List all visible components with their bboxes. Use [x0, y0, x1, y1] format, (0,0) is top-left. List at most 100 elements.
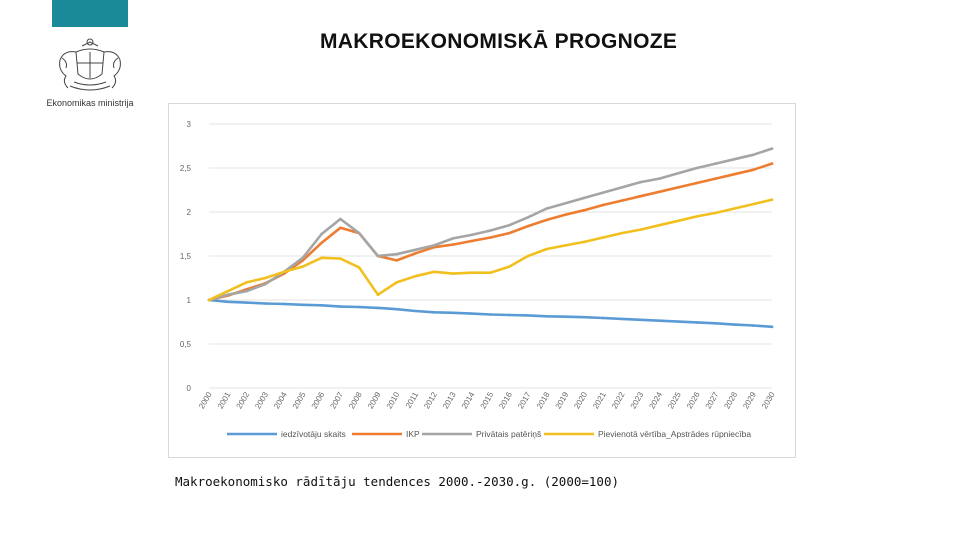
- legend-label: Pievienotā vērtība_Apstrādes rūpniecība: [598, 429, 751, 439]
- data-point: [620, 317, 624, 321]
- data-point: [357, 305, 361, 309]
- data-point: [470, 312, 474, 315]
- data-point: [564, 244, 567, 247]
- data-point: [545, 218, 549, 222]
- y-tick-label: 2: [187, 208, 192, 217]
- data-point: [245, 289, 248, 293]
- data-point: [395, 307, 398, 311]
- x-tick-label: 2030: [760, 390, 777, 410]
- x-tick-label: 2015: [479, 390, 496, 410]
- data-point: [451, 243, 455, 246]
- data-point: [264, 282, 267, 286]
- chart-canvas: 00,511,522,53 2000 2001 2002 2003 2004 2005 20…: [180, 120, 777, 439]
- data-point: [714, 177, 717, 180]
- data-point: [451, 272, 455, 275]
- coat-of-arms-icon: [59, 38, 121, 91]
- data-point: [526, 254, 530, 258]
- data-point: [770, 147, 774, 150]
- data-point: [414, 309, 417, 313]
- data-point: [695, 321, 699, 324]
- x-tick-label: 2023: [629, 390, 646, 410]
- data-point: [526, 224, 530, 228]
- data-point: [714, 162, 717, 165]
- data-point: [714, 322, 717, 325]
- data-point: [301, 265, 305, 268]
- y-tick-label: 0: [187, 384, 192, 393]
- data-point: [751, 324, 755, 327]
- x-tick-label: 2000: [197, 390, 214, 410]
- x-tick-label: 2024: [647, 390, 664, 410]
- y-tick-label: 1: [187, 296, 192, 305]
- data-point: [695, 181, 699, 185]
- data-point: [226, 300, 230, 304]
- data-point: [376, 306, 380, 310]
- data-point: [770, 325, 774, 329]
- data-point: [320, 232, 323, 236]
- data-point: [282, 302, 286, 306]
- line-chart: 0 0,5 1 1,5 2 2,5 3 2000 2001 2002 2003 2004 2005 20…: [168, 103, 796, 458]
- x-tick-label: 2005: [291, 390, 308, 410]
- data-point: [414, 274, 417, 278]
- x-tick-label: 2013: [441, 390, 458, 410]
- data-point: [414, 252, 417, 255]
- data-point: [489, 271, 492, 275]
- data-point: [733, 157, 736, 161]
- data-point: [320, 303, 323, 307]
- series-line: [207, 147, 774, 302]
- series-line: [207, 198, 774, 302]
- y-tick-label: 1,5: [180, 252, 192, 261]
- data-point: [264, 276, 267, 280]
- x-tick-label: 2011: [404, 390, 421, 410]
- data-point: [489, 229, 492, 232]
- data-point: [695, 166, 699, 170]
- data-point: [470, 233, 474, 237]
- data-point: [639, 194, 642, 198]
- data-point: [301, 303, 305, 307]
- data-point: [676, 171, 680, 175]
- data-point: [658, 177, 661, 180]
- data-point: [658, 319, 661, 322]
- legend-label: Privātais patēriņš: [476, 429, 541, 439]
- x-tick-label: 2021: [591, 390, 608, 410]
- data-point: [226, 289, 230, 293]
- data-point: [507, 265, 511, 268]
- x-tick-label: 2028: [723, 390, 740, 410]
- data-point: [207, 298, 211, 302]
- data-point: [507, 223, 511, 227]
- data-point: [620, 186, 624, 189]
- y-tick-label: 2,5: [180, 164, 192, 173]
- x-tick-label: 2017: [516, 390, 533, 410]
- data-point: [507, 231, 511, 235]
- data-point: [507, 313, 511, 317]
- data-point: [339, 217, 342, 221]
- x-tick-label: 2006: [310, 390, 327, 410]
- x-tick-label: 2029: [741, 390, 758, 410]
- x-tick-label: 2009: [366, 390, 383, 410]
- data-point: [733, 323, 736, 326]
- data-point: [658, 190, 661, 194]
- x-tick-label: 2003: [253, 390, 270, 410]
- data-point: [564, 315, 567, 319]
- data-point: [282, 270, 286, 274]
- data-point: [751, 168, 755, 172]
- data-point: [639, 180, 642, 184]
- data-point: [376, 254, 380, 258]
- data-point: [451, 311, 455, 315]
- data-point: [395, 259, 398, 262]
- data-point: [770, 162, 774, 165]
- data-point: [357, 231, 361, 235]
- data-point: [264, 302, 267, 305]
- data-point: [658, 223, 661, 227]
- x-tick-label: 2007: [328, 390, 345, 410]
- data-point: [583, 208, 586, 212]
- x-tick-label: 2026: [685, 390, 702, 410]
- page-title: MAKROEKONOMISKĀ PROGNOZE: [320, 30, 678, 53]
- data-point: [751, 202, 755, 206]
- top-accent-bar: [52, 0, 128, 27]
- data-point: [526, 314, 530, 317]
- data-point: [545, 314, 549, 318]
- x-tick-label: 2002: [235, 390, 252, 410]
- data-point: [676, 320, 680, 323]
- data-point: [432, 244, 436, 247]
- x-tick-label: 2019: [554, 390, 571, 410]
